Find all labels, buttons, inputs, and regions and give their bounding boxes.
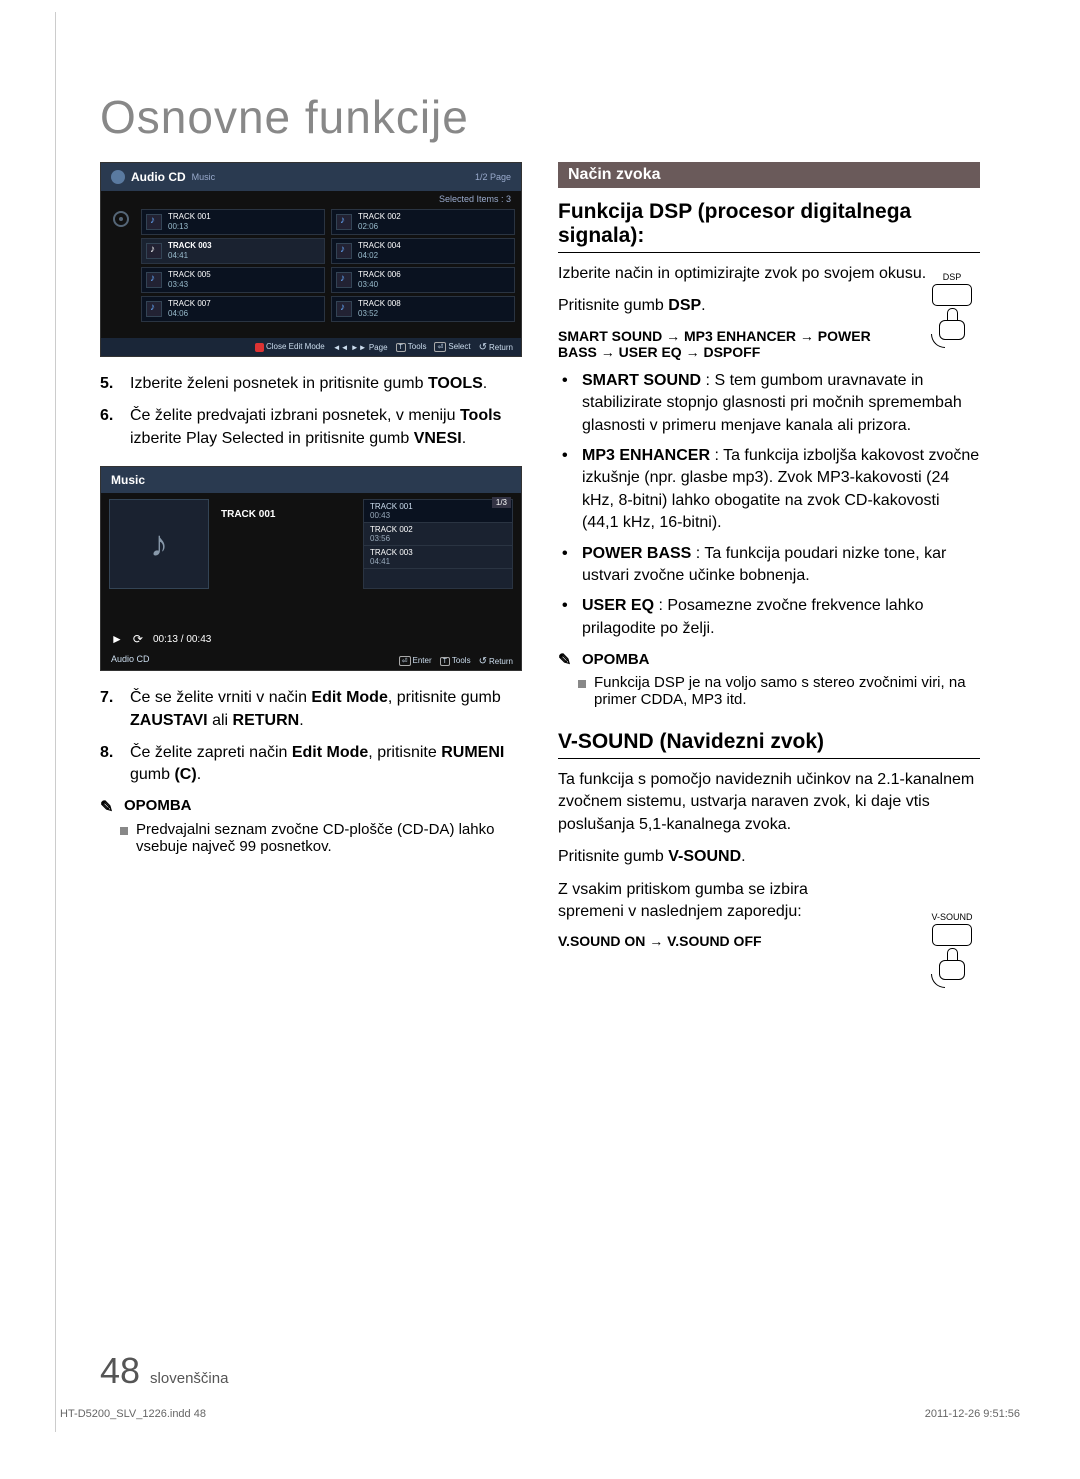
section-bar: Način zvoka (558, 162, 980, 188)
bullet-mp3-enhancer: MP3 ENHANCER : Ta funkcija izboljša kako… (558, 445, 980, 535)
page-title: Osnovne funkcije (100, 90, 980, 144)
dsp-heading: Funkcija DSP (procesor digitalnega signa… (558, 200, 980, 248)
music-player-screenshot: Music 1/3 ♪ TRACK 001 TRACK 00100:43 TRA… (100, 466, 522, 671)
playbar: ►⟳ 00:13 / 00:43 (111, 632, 211, 646)
note-icon (100, 797, 118, 815)
vsound-p2: Pritisnite gumb V-SOUND. (558, 846, 858, 868)
source-label: Audio CD (111, 654, 150, 664)
shot1-pageinfo: 1/2 Page (475, 172, 511, 182)
step-6: 6. Če želite predvajati izbrani posnetek… (100, 405, 522, 450)
shot2-title: Music (111, 473, 145, 487)
note-heading-right: OPOMBA (558, 650, 980, 668)
shot2-page: 1/3 (492, 497, 511, 508)
playlist: TRACK 00100:43 TRACK 00203:56 TRACK 0030… (363, 499, 513, 589)
shot1-footer: Close Edit Mode ◄◄ ►► Page TTools ⏎Selec… (101, 338, 521, 356)
current-track: TRACK 001 (221, 509, 275, 520)
selected-count: Selected Items : 3 (101, 191, 521, 207)
dsp-p1: Izberite način in optimizirajte zvok po … (558, 263, 980, 285)
bullet-smart-sound: SMART SOUND : S tem gumbom uravnavate in… (558, 370, 980, 437)
dsp-p2: Pritisnite gumb DSP. (558, 295, 980, 317)
dsp-sequence: SMART SOUND → MP3 ENHANCER → POWER BASS … (558, 328, 898, 360)
shot2-footer: ⏎Enter TTools ↺Return (391, 652, 521, 670)
note-heading-left: OPOMBA (100, 797, 522, 815)
vsound-heading: V-SOUND (Navidezni zvok) (558, 730, 980, 754)
step-7: 7. Če se želite vrniti v način Edit Mode… (100, 687, 522, 732)
album-icon: ♪ (109, 499, 209, 589)
bullet-power-bass: POWER BASS : Ta funkcija poudari nizke t… (558, 543, 980, 588)
dsp-button-icon: DSP (924, 272, 980, 342)
timestamp: 2011-12-26 9:51:56 (925, 1408, 1020, 1420)
vsound-button-icon: V-SOUND (924, 912, 980, 982)
shot1-title: Audio CD (131, 170, 186, 184)
audio-cd-screenshot: Audio CD Music 1/2 Page Selected Items :… (100, 162, 522, 357)
vsound-p3: Z vsakim pritiskom gumba se izbira sprem… (558, 879, 858, 924)
step-5: 5. Izberite želeni posnetek in pritisnit… (100, 373, 522, 395)
vsound-p1: Ta funkcija s pomočjo navideznih učinkov… (558, 769, 980, 836)
gear-icon (111, 170, 125, 184)
step-8: 8. Če želite zapreti način Edit Mode, pr… (100, 742, 522, 787)
note-left: Predvajalni seznam zvočne CD-plošče (CD-… (120, 821, 522, 855)
note-icon (558, 650, 576, 668)
vsound-sequence: V.SOUND ON → V.SOUND OFF (558, 933, 980, 949)
bullet-user-eq: USER EQ : Posamezne zvočne frekvence lah… (558, 595, 980, 640)
page-number: 48 slovenščina (100, 1350, 228, 1392)
note-right: Funkcija DSP je na voljo samo s stereo z… (578, 674, 980, 708)
indd-filename: HT-D5200_SLV_1226.indd 48 (60, 1408, 206, 1420)
shot1-subtitle: Music (192, 172, 216, 182)
